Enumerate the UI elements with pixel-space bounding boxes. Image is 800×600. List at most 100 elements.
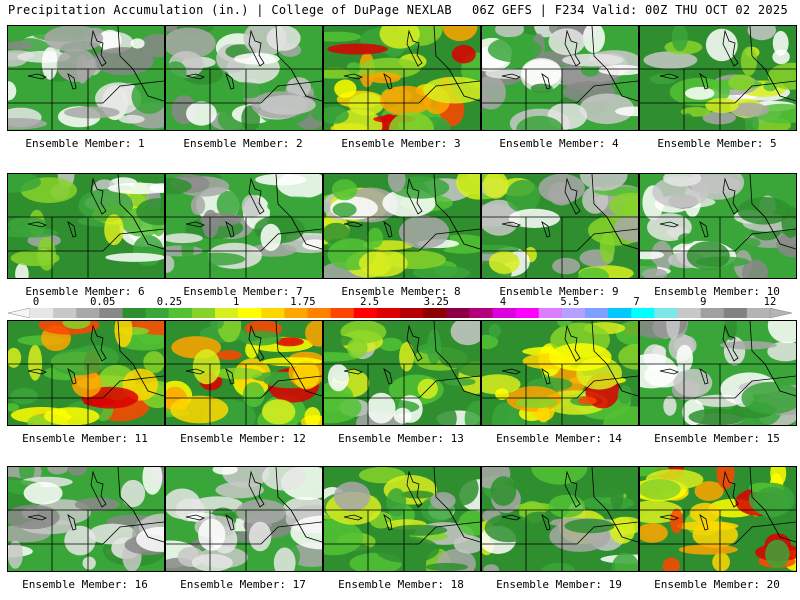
precip-blob [767, 321, 796, 344]
ensemble-member-map [165, 25, 323, 131]
precip-blob [740, 46, 757, 76]
boundary-line [606, 216, 638, 250]
lake-outline [659, 73, 679, 80]
lake-outline [343, 73, 363, 80]
ensemble-member-label: Ensemble Member: 13 [338, 432, 464, 445]
precip-blob [663, 396, 677, 416]
precip-blob [582, 495, 635, 511]
ensemble-member-label: Ensemble Member: 12 [180, 432, 306, 445]
precip-blob [495, 388, 509, 400]
precip-blob [525, 511, 554, 526]
precip-blob [442, 26, 478, 42]
boundary-line [576, 521, 638, 545]
lake-outline [383, 368, 393, 385]
precip-blob [531, 467, 588, 485]
precip-blob [88, 523, 137, 545]
colorbar-swatch [723, 308, 748, 318]
boundary-line [764, 509, 796, 543]
colorbar-swatch [677, 308, 702, 318]
precip-field [640, 321, 796, 425]
ensemble-member-label: Ensemble Member: 10 [654, 285, 780, 298]
colorbar-tick-label: 4 [499, 296, 507, 308]
lake-outline [541, 221, 551, 238]
lake-outline [564, 29, 581, 67]
precip-blob [242, 382, 265, 408]
precip-blob [579, 174, 628, 191]
precip-blob [647, 213, 692, 242]
colorbar-swatch [376, 308, 401, 318]
ensemble-member-map [323, 320, 481, 426]
lake-outline [699, 514, 709, 531]
precip-blob [436, 467, 450, 479]
precip-blob [643, 51, 698, 69]
colorbar-swatch [538, 308, 563, 318]
precip-field [482, 174, 638, 278]
precip-blob [8, 540, 23, 569]
precip-blob [136, 198, 164, 226]
colorbar-tick-label: 12 [763, 296, 777, 308]
lake-outline [343, 514, 363, 521]
precip-field [8, 321, 164, 425]
ensemble-member-label: Ensemble Member: 8 [341, 285, 461, 298]
precip-field [482, 26, 638, 130]
ensemble-member-label: Ensemble Member: 1 [25, 137, 145, 150]
precip-blob [390, 524, 448, 536]
boundary-line [102, 521, 164, 545]
precip-blob [214, 367, 263, 380]
precip-blob [130, 38, 145, 49]
precip-blob [425, 562, 468, 571]
precip-blob [191, 496, 243, 514]
precip-blob [118, 114, 145, 124]
run-valid-time: 06Z GEFS | F234 Valid: 00Z THU OCT 02 20… [471, 3, 788, 17]
precip-blob [346, 62, 361, 74]
lake-outline [225, 514, 235, 531]
precip-field [166, 26, 322, 130]
precip-blob [547, 182, 576, 206]
colorbar-swatch [145, 308, 170, 318]
lake-outline [699, 221, 709, 238]
ensemble-member-map [323, 173, 481, 279]
precip-blob [536, 404, 550, 423]
boundary-line [606, 363, 638, 397]
precip-blob [702, 111, 736, 125]
precip-blob [464, 400, 480, 425]
lake-outline [699, 368, 709, 385]
lake-outline [343, 221, 363, 228]
precip-blob [8, 41, 33, 50]
precip-blob [516, 115, 564, 130]
boundary-line [734, 521, 796, 545]
colorbar-tick-label: 7 [633, 296, 640, 308]
precip-blob [83, 397, 116, 407]
precip-blob [641, 268, 668, 278]
precip-blob [649, 73, 677, 85]
precip-blob [63, 106, 120, 119]
precip-blob [215, 350, 242, 360]
lake-outline [185, 73, 205, 80]
lake-outline [541, 514, 551, 531]
lake-outline [501, 514, 521, 521]
ensemble-member-label: Ensemble Member: 17 [180, 578, 306, 591]
precip-blob [262, 399, 296, 425]
precip-blob [694, 481, 724, 501]
colorbar-max-arrow [769, 308, 792, 318]
precip-blob [549, 343, 612, 372]
boundary-line [576, 80, 638, 104]
precip-blob [684, 86, 715, 100]
precip-blob [47, 467, 69, 475]
colorbar-swatch [469, 308, 494, 318]
colorbar-swatch [168, 308, 193, 318]
precip-blob [292, 251, 322, 278]
boundary-line [576, 375, 638, 399]
precip-blob [617, 385, 633, 405]
precip-blob [267, 196, 322, 216]
colorbar-swatch [307, 308, 332, 318]
ensemble-member-label: Ensemble Member: 4 [499, 137, 619, 150]
precip-blob [367, 227, 384, 248]
precip-blob [332, 202, 357, 217]
colorbar-swatch [284, 308, 309, 318]
precip-blob [666, 321, 680, 340]
colorbar-swatch [76, 308, 100, 318]
boundary-line [606, 68, 638, 102]
lake-outline [90, 324, 107, 362]
precip-field [640, 467, 796, 571]
